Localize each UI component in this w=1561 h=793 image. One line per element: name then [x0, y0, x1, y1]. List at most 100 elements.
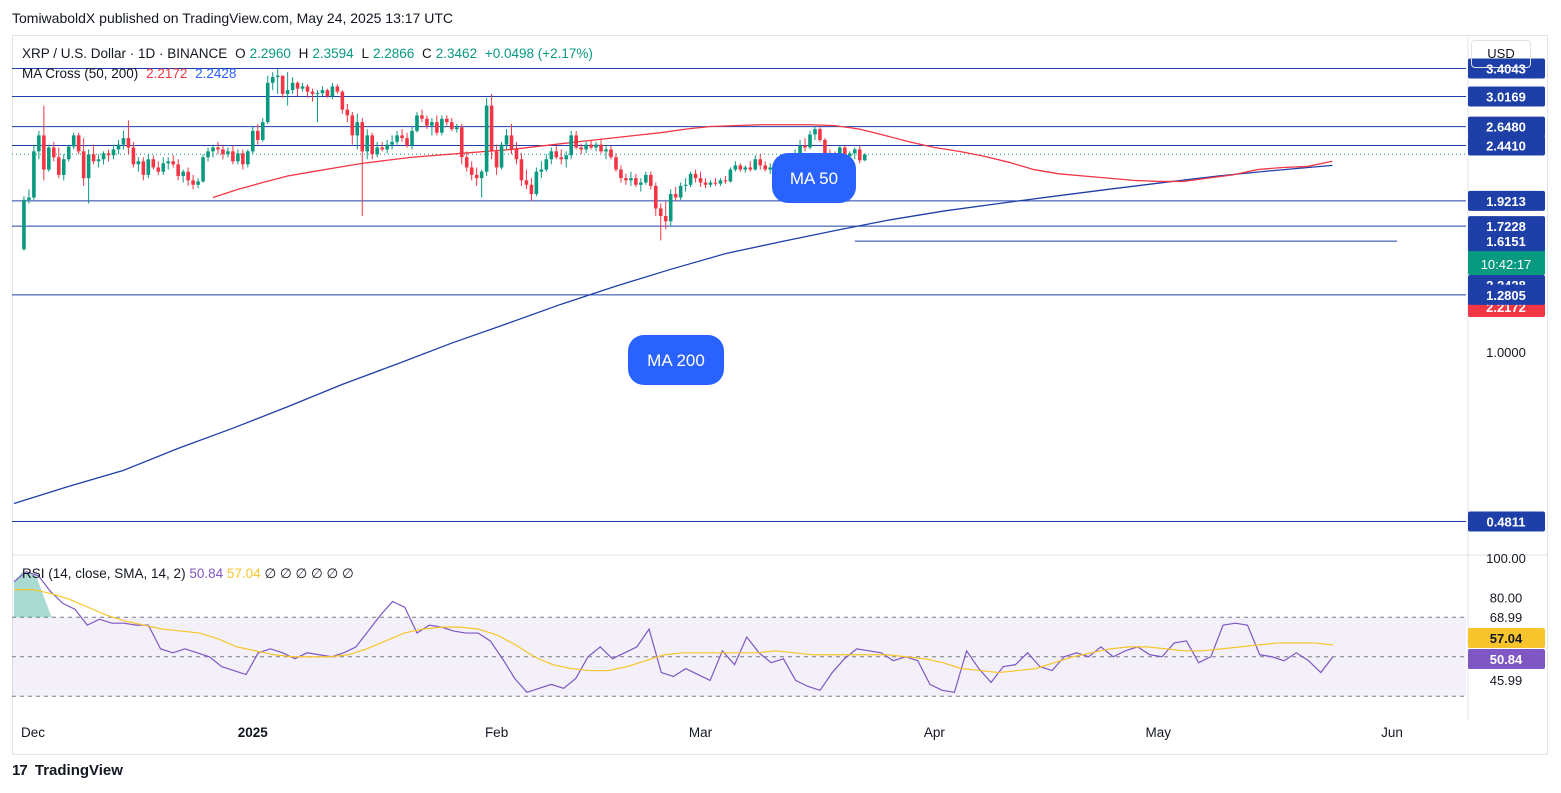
candle-body [395, 135, 399, 142]
candle-body [549, 151, 554, 160]
rsi-tick-label: 100.00 [1486, 551, 1526, 566]
candle-body [683, 184, 688, 186]
candle-body [280, 75, 285, 94]
price-label: 1.6151 [1486, 234, 1526, 249]
candle-body [758, 159, 763, 166]
candle-body [798, 145, 802, 154]
candle-body [614, 157, 618, 170]
ma50-callout-text: MA 50 [790, 169, 838, 188]
rsi-label[interactable]: RSI (14, close, SMA, 14, 2) [22, 566, 186, 581]
candle-body [330, 86, 335, 97]
currency-button[interactable]: USD [1471, 40, 1531, 68]
candle-body [315, 93, 320, 95]
candle-body [499, 144, 504, 168]
candle-body [425, 118, 429, 126]
candle-body [375, 147, 379, 155]
price-tick-label: 1.0000 [1486, 345, 1526, 360]
candle-body [479, 171, 484, 179]
candle-body [862, 154, 867, 161]
candle-body [559, 157, 564, 160]
candle-body [713, 182, 718, 184]
candle-body [206, 151, 210, 158]
candle-body [265, 82, 270, 123]
rsi-empty-values: ∅ ∅ ∅ ∅ ∅ ∅ [264, 566, 354, 581]
candle-body [584, 144, 588, 150]
candle-body [668, 193, 673, 222]
candle-body [763, 165, 768, 170]
candle-body [300, 86, 305, 89]
tradingview-brand[interactable]: 17 TradingView [12, 762, 123, 779]
candle-body [251, 130, 255, 152]
candle-body [813, 129, 817, 135]
candle-body [823, 139, 827, 154]
open-value: 2.2960 [249, 46, 291, 61]
candle-body [440, 118, 444, 133]
candle-body [22, 199, 26, 250]
candle-body [504, 135, 509, 145]
symbol-name[interactable]: XRP / U.S. Dollar · 1D · BINANCE [22, 46, 228, 61]
candle-body [325, 90, 330, 97]
countdown-label: 10:42:17 [1481, 257, 1532, 272]
tradingview-logo-icon: 17 [12, 762, 28, 779]
candle-body [350, 115, 355, 136]
candle-body [111, 149, 116, 156]
ma-cross-label[interactable]: MA Cross (50, 200) [22, 66, 139, 81]
rsi-legend: RSI (14, close, SMA, 14, 2) 50.84 57.04 … [22, 566, 354, 582]
candle-body [673, 193, 678, 198]
candle-body [514, 149, 519, 160]
high-label: H [298, 46, 309, 61]
x-tick-label: Apr [924, 725, 946, 740]
ma200-value: 2.2428 [195, 66, 237, 81]
candle-body [345, 109, 350, 116]
symbol-legend: XRP / U.S. Dollar · 1D · BINANCE O 2.2960… [22, 46, 597, 61]
price-label-box [1468, 284, 1545, 305]
ma50-value: 2.2172 [146, 66, 188, 81]
price-label-box [1468, 135, 1545, 156]
ma50-line [212, 124, 1333, 199]
candle-body [534, 171, 539, 194]
candle-body [191, 180, 195, 185]
price-label-box [1468, 116, 1545, 137]
candle-body [380, 147, 384, 150]
candle-body [464, 157, 469, 168]
candle-body [216, 147, 220, 150]
candle-body [66, 146, 71, 160]
candle-body [843, 147, 847, 157]
x-tick-label: 2025 [238, 725, 269, 740]
candle-body [156, 167, 161, 172]
candle-body [96, 159, 101, 162]
x-tick-label: Mar [689, 725, 713, 740]
candle-body [624, 178, 628, 181]
candle-body [146, 159, 151, 175]
candle-body [340, 91, 345, 110]
candle-body [609, 149, 613, 158]
candle-body [708, 182, 713, 185]
candle-body [365, 135, 370, 152]
candle-body [201, 157, 205, 182]
close-label: C [422, 46, 432, 61]
price-label: 0.4811 [1486, 515, 1525, 530]
candle-body [459, 127, 464, 158]
candle-body [728, 169, 733, 182]
candle-body [335, 86, 340, 92]
candle-body [703, 182, 708, 185]
candle-body [81, 151, 86, 179]
candle-body [619, 169, 623, 179]
candle-body [574, 135, 578, 148]
candle-body [106, 153, 111, 156]
candle-body [544, 159, 549, 170]
candle-body [136, 161, 141, 165]
candle-body [56, 157, 61, 175]
candle-body [255, 130, 260, 140]
open-label: O [235, 46, 246, 61]
candle-body [181, 171, 185, 176]
ma50-callout-bubble [772, 153, 856, 203]
ma-legend: MA Cross (50, 200) 2.2172 2.2428 [22, 66, 240, 81]
candle-body [723, 180, 728, 182]
candle-body [231, 151, 235, 162]
close-value: 2.3462 [435, 46, 478, 61]
candle-body [564, 155, 569, 160]
x-tick-label: May [1145, 725, 1171, 740]
rsi-sma-line [14, 588, 1334, 674]
